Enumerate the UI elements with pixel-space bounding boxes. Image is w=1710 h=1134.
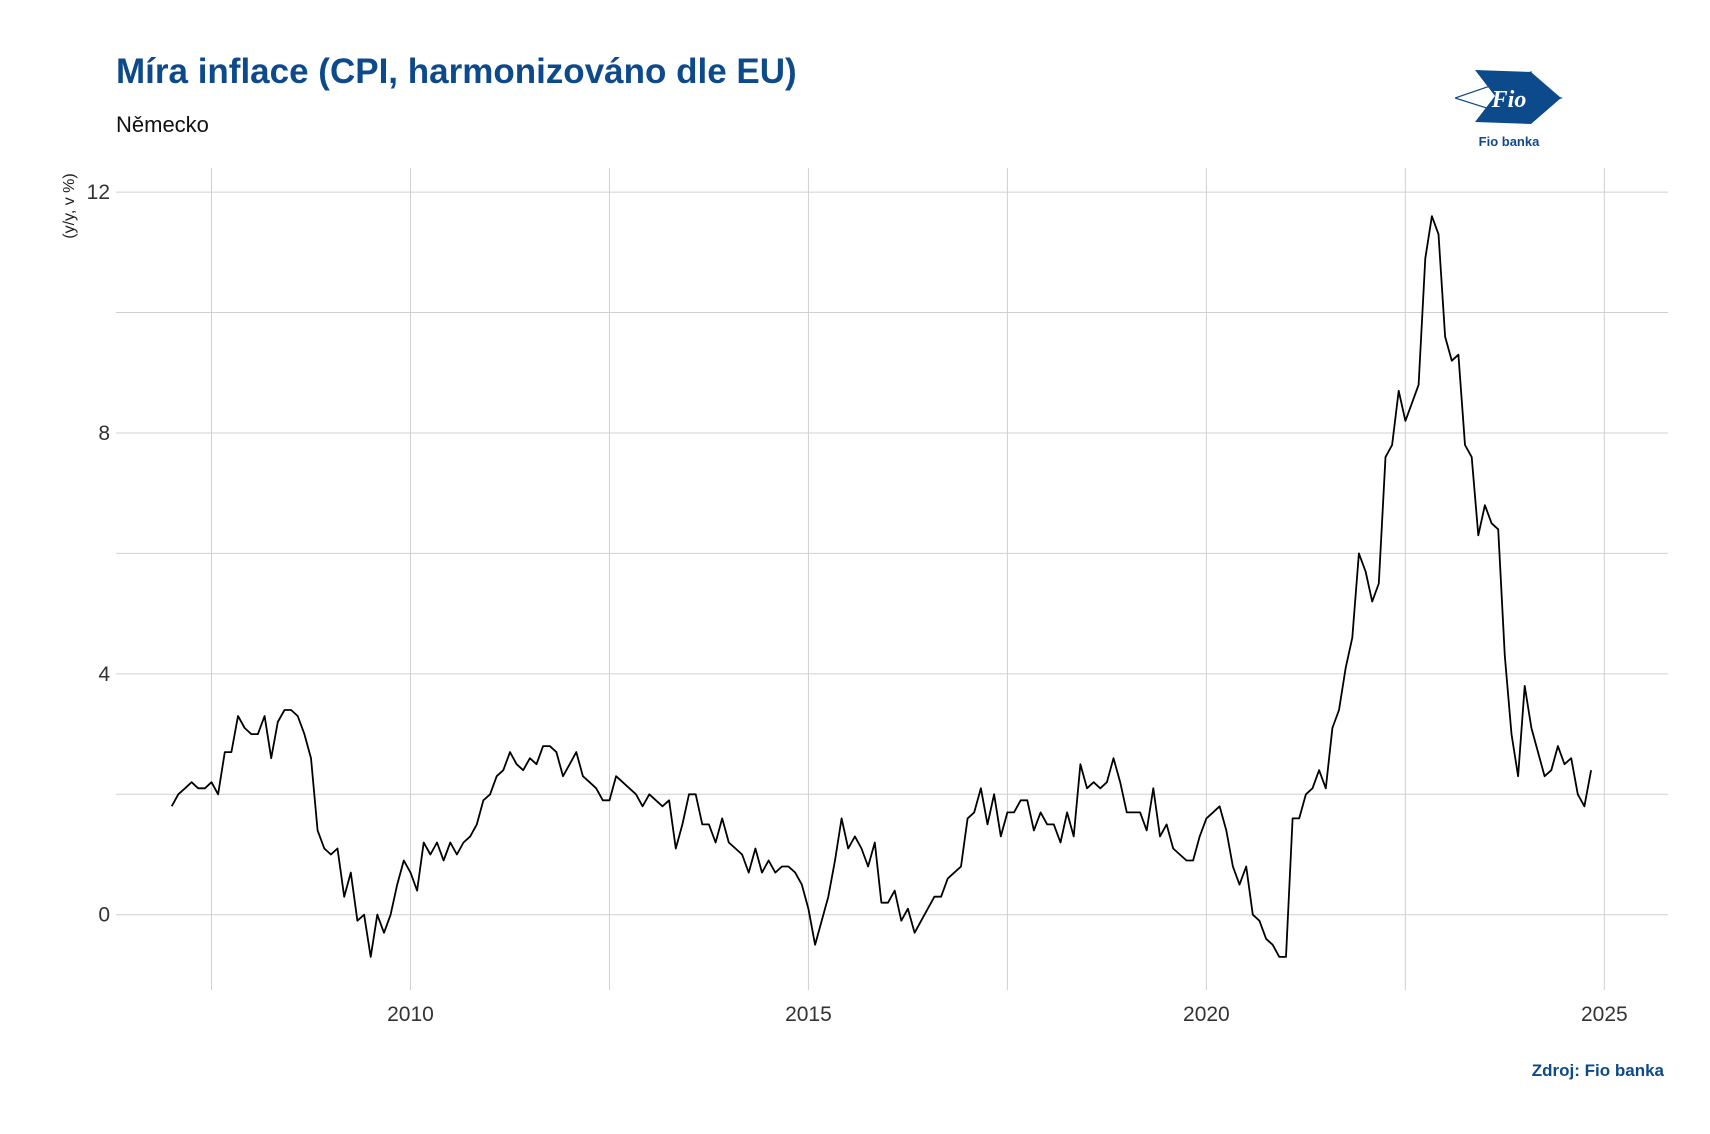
y-axis-label: (y/y, v %)	[61, 173, 78, 238]
x-tick-label: 2025	[1581, 1003, 1628, 1026]
grid-minor	[116, 168, 1668, 990]
chart-title: Míra inflace (CPI, harmonizováno dle EU)	[116, 52, 797, 91]
y-tick-label: 0	[98, 904, 110, 927]
fio-banka-logo: Fio Fio banka	[1455, 70, 1563, 149]
x-tick-label: 2010	[387, 1003, 434, 1026]
x-axis-ticks: 2010 2015 2020 2025	[387, 1003, 1628, 1026]
grid-major	[116, 168, 1668, 990]
y-tick-label: 8	[98, 422, 110, 445]
series-layer	[170, 215, 1592, 958]
series-line-inflation	[170, 215, 1592, 958]
source-note: Zdroj: Fio banka	[1531, 1061, 1664, 1080]
logo-mark-text: Fio	[1491, 87, 1527, 113]
y-tick-label: 4	[98, 663, 110, 686]
y-axis-ticks: 0 4 8 12	[87, 181, 111, 927]
chart-subtitle: Německo	[116, 112, 209, 137]
x-tick-label: 2015	[785, 1003, 832, 1026]
y-tick-label: 12	[87, 181, 110, 204]
x-tick-label: 2020	[1183, 1003, 1230, 1026]
logo-name-text: Fio banka	[1479, 134, 1540, 149]
logo-flag-body	[1475, 70, 1561, 124]
